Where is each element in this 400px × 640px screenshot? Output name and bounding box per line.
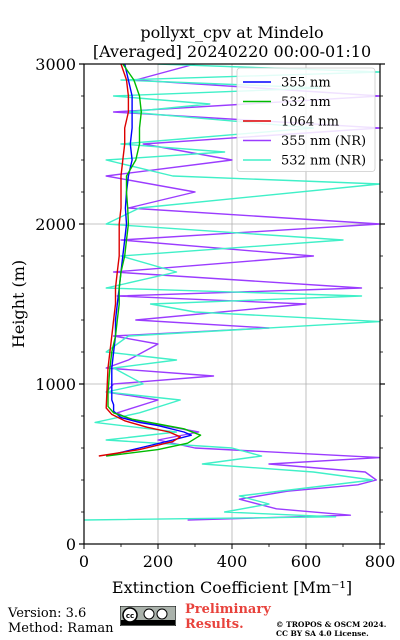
chart-title-line1: pollyxt_cpv at Mindelo — [140, 23, 323, 42]
y-tick-label: 3000 — [35, 55, 76, 74]
legend-label: 532 nm (NR) — [281, 154, 366, 169]
series-line-532-nm — [106, 64, 202, 457]
y-tick-label: 1000 — [35, 375, 76, 394]
legend-label: 1064 nm — [281, 115, 339, 130]
legend: 355 nm 532 nm 1064 nm 355 nm (NR) 532 nm (NR… — [236, 67, 376, 172]
y-tick-label: 2000 — [35, 215, 76, 234]
y-tick-label: 0 — [66, 535, 76, 554]
x-tick-label: 800 — [365, 552, 396, 571]
cc-by-sa-badge-icon: cc — [119, 605, 177, 627]
x-tick-label: 600 — [291, 552, 322, 571]
axis-tick-labels: 0 200 400 600 800 0 1000 2000 3000 — [35, 55, 395, 571]
chart-title-line2: [Averaged] 20240220 00:00-01:10 — [93, 42, 371, 61]
series-line-355-nm-nr — [105, 64, 380, 521]
method-text: Method: Raman — [8, 621, 114, 636]
series-layer — [84, 64, 380, 521]
x-tick-label: 200 — [143, 552, 174, 571]
legend-box — [236, 67, 376, 172]
legend-label: 355 nm — [281, 76, 331, 91]
preliminary-results-text: Preliminary Results. — [185, 602, 285, 632]
copyright-line2: CC BY SA 4.0 License. — [276, 629, 369, 638]
version-text: Version: 3.6 — [8, 606, 87, 621]
x-tick-label: 0 — [79, 552, 89, 571]
axis-ticks — [79, 63, 385, 549]
preliminary-line2: Results. — [185, 617, 244, 632]
preliminary-line1: Preliminary — [185, 602, 271, 617]
svg-text:cc: cc — [126, 612, 134, 620]
copyright-text: © TROPOS & OSCM 2024. CC BY SA 4.0 Licen… — [276, 620, 400, 638]
series-line-355-nm — [106, 64, 193, 457]
x-axis-label: Extinction Coefficient [Mm⁻¹] — [112, 578, 352, 597]
series-line-1064-nm — [98, 64, 181, 457]
y-axis-label: Height (m) — [9, 260, 28, 348]
copyright-line1: © TROPOS & OSCM 2024. — [276, 620, 387, 629]
x-tick-label: 400 — [217, 552, 248, 571]
legend-label: 532 nm — [281, 95, 331, 110]
legend-label: 355 nm (NR) — [281, 134, 366, 149]
